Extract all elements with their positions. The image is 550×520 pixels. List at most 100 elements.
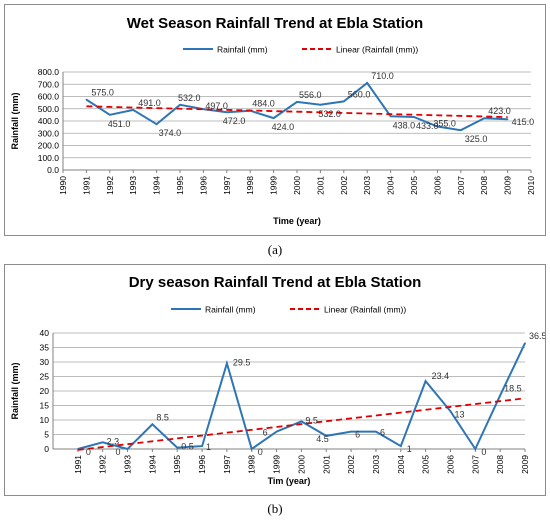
rainfall-series-line (77, 342, 526, 452)
x-tick-label: 1999 (269, 176, 279, 195)
chart-panel-b: Dry season Rainfall Trend at Ebla Statio… (4, 264, 547, 496)
y-tick-label: 15 (40, 401, 50, 411)
data-label: 0 (86, 447, 91, 457)
data-label: 438.0 (393, 120, 416, 130)
linear-trend-line (86, 105, 508, 118)
rainfall-point (483, 117, 486, 119)
legend-label-rainfall: Rainfall (mm) (217, 45, 268, 55)
x-tick-label: 2000 (292, 176, 302, 195)
rainfall-point (85, 98, 88, 101)
data-label: 9.5 (305, 415, 318, 425)
rainfall-point (460, 129, 462, 131)
data-label: 36.5 (529, 331, 545, 341)
data-label: 415.0 (512, 117, 535, 127)
rainfall-point (343, 100, 345, 103)
x-tick-label: 2005 (409, 176, 419, 195)
rainfall-point (300, 420, 303, 423)
x-tick-label: 2006 (445, 455, 455, 474)
y-tick-label: 40 (40, 328, 50, 338)
x-tick-label: 1995 (175, 176, 185, 195)
rainfall-point (375, 430, 377, 433)
rainfall-point (250, 448, 253, 450)
y-tick-label: 20 (40, 386, 50, 396)
x-tick-label: 2001 (315, 176, 325, 195)
rainfall-point (132, 109, 134, 111)
rainfall-point (399, 445, 402, 447)
y-tick-label: 100.0 (38, 153, 60, 163)
x-tick-label: 1992 (98, 455, 108, 474)
rainfall-point (524, 342, 526, 344)
rainfall-point (319, 104, 322, 106)
y-tick-label: 5 (44, 430, 49, 440)
rainfall-point (151, 423, 154, 426)
data-label: 18.5 (504, 383, 522, 393)
y-tick-label: 30 (40, 357, 50, 367)
data-label: 491.0 (138, 98, 161, 108)
legend-label-rainfall: Rainfall (mm) (205, 305, 256, 315)
data-label: 325.0 (465, 134, 488, 144)
y-tick-label: 0 (44, 444, 49, 454)
x-tick-label: 2008 (495, 455, 505, 474)
x-tick-label: 1991 (73, 455, 83, 474)
x-tick-label: 1998 (245, 176, 255, 195)
y-tick-label: 0.0 (47, 165, 59, 175)
data-label: 29.5 (233, 357, 251, 367)
y-axis-label: Rainfall (mm) (10, 92, 20, 149)
x-tick-label: 2009 (503, 176, 513, 195)
y-tick-label: 200.0 (38, 141, 60, 151)
x-tick-label: 2004 (386, 176, 396, 195)
x-tick-label: 2007 (470, 455, 480, 474)
legend-label-linear: Linear (Rainfall (mm)) (324, 305, 406, 315)
y-tick-label: 10 (40, 415, 50, 425)
data-label: 0 (481, 447, 486, 457)
data-label: 424.0 (272, 122, 295, 132)
data-label: 374.0 (159, 128, 182, 138)
data-label: 4.5 (316, 434, 329, 444)
y-tick-label: 400.0 (38, 116, 60, 126)
rainfall-point (155, 123, 158, 125)
caption-b: (b) (267, 501, 283, 516)
x-tick-label: 2007 (456, 176, 466, 195)
x-tick-label: 1993 (128, 176, 138, 195)
rainfall-point (499, 394, 501, 397)
x-tick-label: 1996 (197, 455, 207, 474)
data-label: 423.0 (488, 106, 511, 116)
x-tick-label: 1998 (247, 455, 257, 474)
y-tick-label: 500.0 (38, 104, 60, 114)
rainfall-point (202, 108, 205, 110)
caption-a: (a) (267, 242, 283, 257)
data-label: 433.0 (416, 121, 439, 131)
linear-trend-line (77, 397, 526, 451)
x-tick-label: 1996 (198, 176, 208, 195)
data-label: 710.0 (371, 71, 394, 81)
x-tick-label: 2009 (520, 455, 530, 474)
x-tick-label: 2004 (396, 455, 406, 474)
x-tick-label: 2003 (371, 455, 381, 474)
data-label: 556.0 (299, 90, 322, 100)
x-tick-label: 1999 (272, 455, 282, 474)
data-label: 1 (407, 444, 412, 454)
data-label: 0.5 (181, 442, 194, 452)
rainfall-point (109, 113, 111, 116)
chart-title: Dry season Rainfall Trend at Ebla Statio… (129, 274, 422, 291)
data-label: 560.0 (348, 89, 371, 99)
rainfall-point (201, 445, 203, 447)
data-label: 1 (206, 442, 211, 452)
x-tick-label: 2005 (421, 455, 431, 474)
y-tick-label: 600.0 (38, 92, 60, 102)
x-tick-label: 1995 (172, 455, 182, 474)
rainfall-point (179, 104, 181, 106)
data-label: 532.0 (178, 93, 201, 103)
data-label: 532.0 (318, 109, 341, 119)
chart-a-svg: Wet Season Rainfall Trend at Ebla Statio… (10, 15, 536, 226)
data-label: 0 (258, 447, 263, 457)
rainfall-point (325, 435, 328, 437)
x-tick-label: 1991 (81, 176, 91, 195)
data-label: 23.4 (432, 371, 450, 381)
x-tick-label: 2008 (479, 176, 489, 195)
x-tick-label: 1993 (123, 455, 133, 474)
data-label: 451.0 (108, 119, 131, 129)
x-tick-label: 1990 (58, 176, 68, 195)
rainfall-point (506, 118, 509, 120)
y-tick-label: 800.0 (38, 67, 60, 77)
